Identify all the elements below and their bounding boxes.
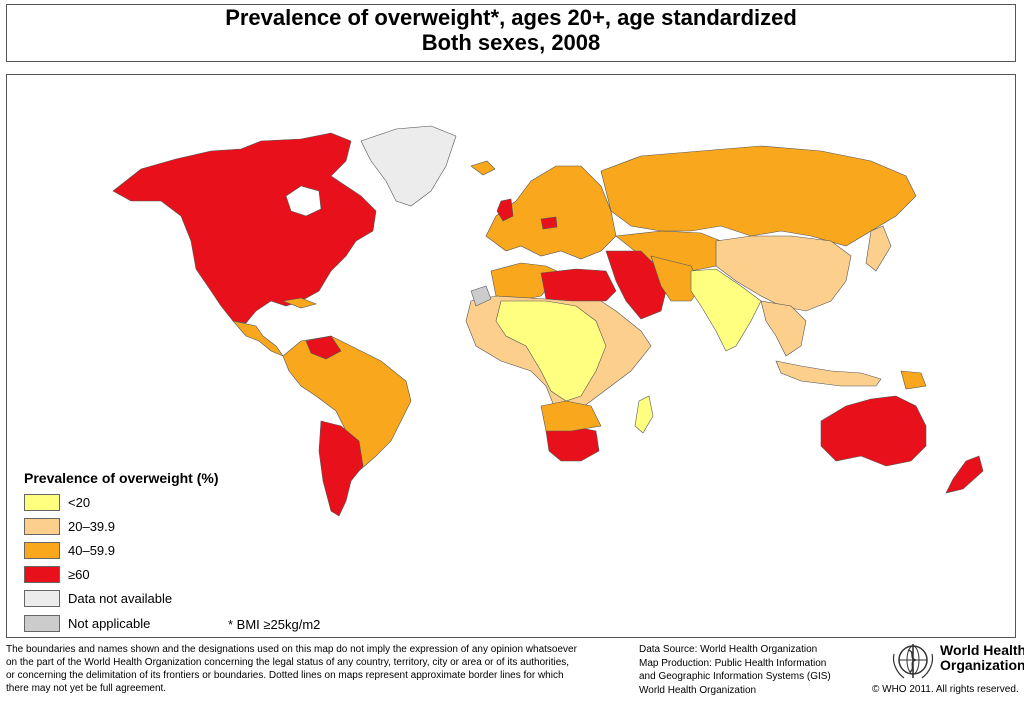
- world-map: [112, 125, 984, 517]
- region-middle-east: [605, 250, 667, 320]
- region-europe: [485, 165, 617, 260]
- source-line: and Geographic Information Systems (GIS): [639, 671, 831, 682]
- legend-label: Data not available: [68, 591, 173, 606]
- region-indonesia: [775, 360, 882, 387]
- source-line: Data Source: World Health Organization: [639, 644, 818, 655]
- map-frame: [6, 74, 1016, 638]
- hudson-bay: [285, 185, 322, 217]
- region-south-america: [282, 335, 412, 472]
- disclaimer: The boundaries and names shown and the d…: [6, 643, 606, 695]
- legend-swatch: [24, 615, 60, 632]
- who-logo-icon: [892, 644, 934, 679]
- map-title: Prevalence of overweight*, ages 20+, age…: [225, 5, 797, 30]
- legend-swatch: [24, 518, 60, 535]
- source-line: World Health Organization: [639, 684, 757, 696]
- data-source: Data Source: World Health Organization M…: [639, 643, 879, 697]
- legend-swatch: [24, 542, 60, 559]
- region-new-zealand: [945, 455, 984, 494]
- region-iran: [650, 255, 702, 302]
- legend-title: Prevalence of overweight (%): [24, 470, 219, 486]
- region-iceland: [470, 160, 496, 176]
- source-line: Map Production: Public Health Informatio…: [639, 657, 827, 669]
- copyright: © WHO 2011. All rights reserved.: [872, 684, 1019, 695]
- region-north-america: [112, 132, 377, 324]
- legend-label: <20: [68, 495, 91, 510]
- disclaimer-line: The boundaries and names shown and the d…: [6, 644, 577, 655]
- region-libya-egypt: [540, 268, 617, 302]
- legend-swatch: [24, 494, 60, 511]
- map-title-box: Prevalence of overweight*, ages 20+, age…: [6, 4, 1016, 62]
- who-name-line: World Health: [940, 642, 1024, 658]
- region-south-asia: [690, 268, 762, 352]
- region-southern-africa-band: [540, 400, 602, 432]
- legend-label: Not applicable: [68, 616, 151, 631]
- disclaimer-line: or concerning the delimitation of its fr…: [6, 670, 564, 681]
- region-china: [715, 235, 852, 312]
- region-russia: [600, 145, 917, 247]
- legend-swatch: [24, 590, 60, 607]
- region-caribbean: [281, 297, 317, 309]
- region-uk: [496, 198, 514, 222]
- region-western-sahara: [470, 285, 492, 307]
- disclaimer-line: on the part of the World Health Organiza…: [6, 657, 570, 668]
- region-central-africa: [495, 300, 607, 402]
- who-name: World Health Organization: [940, 643, 1024, 673]
- legend-swatch: [24, 566, 60, 583]
- disclaimer-line: there may not yet be full agreement.: [6, 683, 167, 694]
- region-greenland: [360, 125, 457, 207]
- legend-label: ≥60: [68, 567, 90, 582]
- region-japan: [865, 225, 892, 272]
- legend-label: 20–39.9: [68, 519, 115, 534]
- region-southeast-asia: [760, 300, 807, 357]
- region-png: [900, 370, 927, 390]
- region-madagascar: [634, 395, 654, 434]
- region-australia: [820, 395, 927, 467]
- who-name-line: Organization: [940, 657, 1024, 673]
- bmi-footnote: * BMI ≥25kg/m2: [228, 617, 321, 632]
- region-southern-cone: [318, 420, 364, 517]
- legend-label: 40–59.9: [68, 543, 115, 558]
- region-czech: [540, 216, 558, 230]
- region-venezuela: [305, 335, 342, 360]
- map-subtitle: Both sexes, 2008: [421, 30, 601, 55]
- region-central-america: [232, 320, 284, 357]
